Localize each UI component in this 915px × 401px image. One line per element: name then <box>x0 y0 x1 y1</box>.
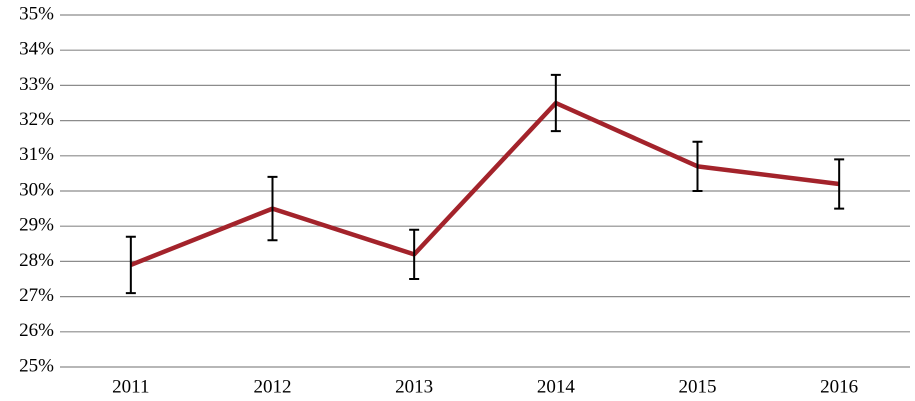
y-tick-label: 35% <box>19 3 54 24</box>
x-tick-label: 2014 <box>537 376 576 397</box>
x-tick-label: 2016 <box>820 376 858 397</box>
error-bar <box>125 235 136 295</box>
y-tick-label: 33% <box>19 74 54 95</box>
y-tick-label: 34% <box>19 39 54 60</box>
error-bar <box>550 73 561 133</box>
y-tick-label: 27% <box>19 285 54 306</box>
y-tick-label: 31% <box>19 144 54 165</box>
error-bar <box>267 175 278 242</box>
error-bar <box>692 140 703 192</box>
x-tick-label: 2012 <box>254 376 292 397</box>
y-tick-label: 25% <box>19 355 54 376</box>
y-tick-label: 29% <box>19 215 54 236</box>
y-tick-label: 30% <box>19 179 54 200</box>
x-tick-label: 2013 <box>395 376 433 397</box>
x-tick-label: 2015 <box>679 376 717 397</box>
error-bar <box>409 228 420 280</box>
data-line <box>130 100 840 268</box>
x-tick-label: 2011 <box>112 376 149 397</box>
y-tick-label: 32% <box>19 109 54 130</box>
y-tick-label: 28% <box>19 250 54 271</box>
y-tick-label: 26% <box>19 320 54 341</box>
error-bar <box>834 158 845 210</box>
